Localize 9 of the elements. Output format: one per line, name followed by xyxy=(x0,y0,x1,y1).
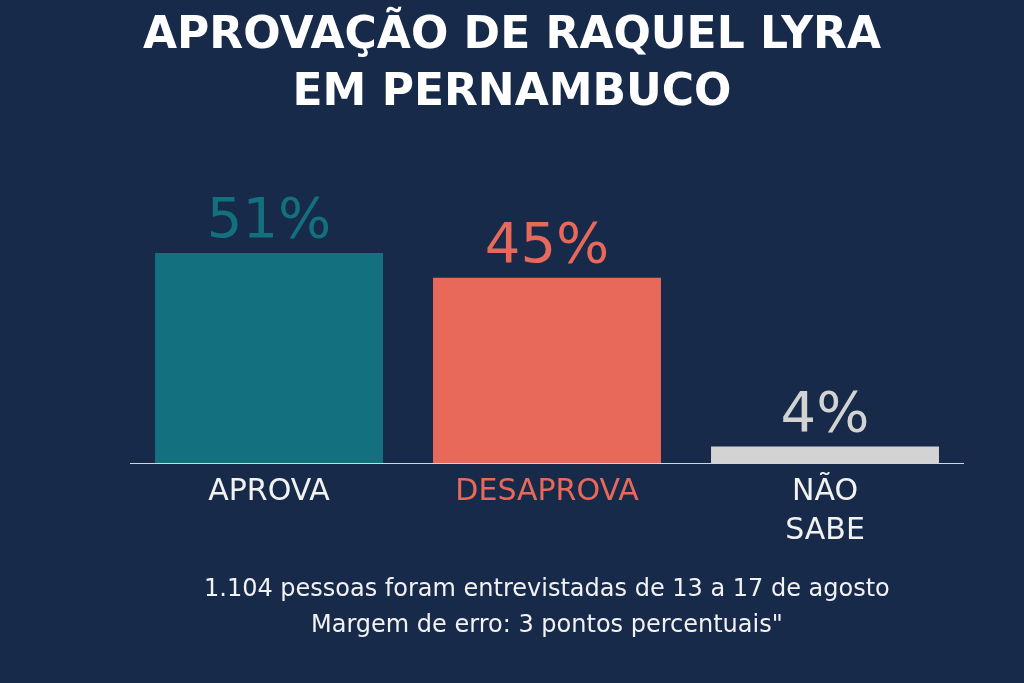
x-tick-label: APROVA xyxy=(208,472,331,507)
x-tick-label: DESAPROVA xyxy=(455,472,640,507)
text: 1.104 pessoas foram entrevistadas de 13 a 17 de agosto xyxy=(204,574,890,602)
data-label: 45% xyxy=(484,209,610,275)
x-tick-label: NÃO SABE xyxy=(785,472,865,546)
data-label: 4% xyxy=(780,378,870,444)
chart-title: APROVAÇÃO DE RAQUEL LYRA EM PERNAMBUCO xyxy=(143,5,881,116)
data-label: 51% xyxy=(206,185,332,250)
text: Margem de erro: 3 pontos percentuais" xyxy=(311,610,783,638)
